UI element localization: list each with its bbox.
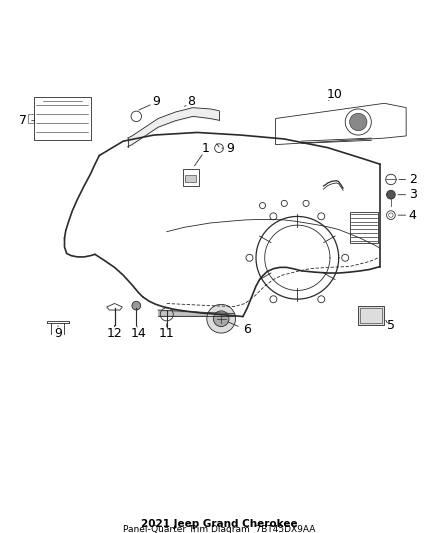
Text: 6: 6 xyxy=(244,323,251,336)
Text: 1: 1 xyxy=(202,142,210,156)
Bar xyxy=(350,212,378,243)
Text: 2: 2 xyxy=(409,173,417,186)
Text: 3: 3 xyxy=(409,188,417,201)
Bar xyxy=(28,114,34,123)
Text: Panel-Quarter Trim Diagram  7BT45DX9AA: Panel-Quarter Trim Diagram 7BT45DX9AA xyxy=(123,526,315,533)
Bar xyxy=(34,97,91,140)
Text: 7: 7 xyxy=(19,114,27,127)
Circle shape xyxy=(387,190,395,199)
Circle shape xyxy=(213,311,229,327)
Text: 4: 4 xyxy=(409,208,417,222)
Text: 9: 9 xyxy=(152,95,160,109)
Bar xyxy=(185,175,196,182)
Text: 8: 8 xyxy=(187,95,195,109)
Bar xyxy=(358,305,385,325)
Text: 12: 12 xyxy=(107,327,123,341)
Circle shape xyxy=(350,114,367,131)
Text: 9: 9 xyxy=(226,142,234,156)
Text: 14: 14 xyxy=(131,327,146,341)
Circle shape xyxy=(132,301,141,310)
Bar xyxy=(360,308,382,323)
Circle shape xyxy=(207,304,236,333)
Text: 2021 Jeep Grand Cherokee: 2021 Jeep Grand Cherokee xyxy=(141,519,297,529)
Bar xyxy=(183,168,198,186)
Text: 9: 9 xyxy=(54,327,62,341)
Text: 10: 10 xyxy=(326,88,342,101)
Text: 5: 5 xyxy=(387,319,395,332)
Text: 11: 11 xyxy=(159,327,175,341)
